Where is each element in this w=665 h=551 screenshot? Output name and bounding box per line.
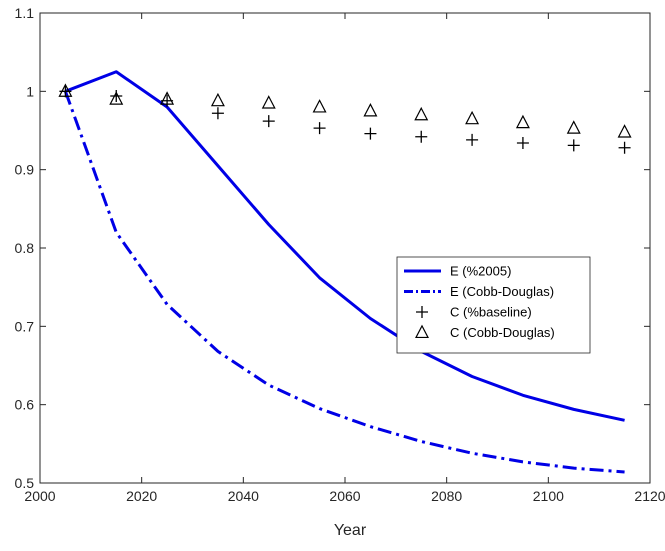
triangle-marker xyxy=(210,92,225,107)
y-tick-label: 0.9 xyxy=(15,162,35,178)
triangle-marker xyxy=(312,99,327,113)
legend-item-2: E (Cobb-Douglas) xyxy=(404,284,554,299)
series-line xyxy=(64,70,625,422)
plus-marker xyxy=(364,127,377,140)
series-4 xyxy=(58,83,632,138)
series-1 xyxy=(64,70,625,422)
plus-marker xyxy=(416,306,428,318)
triangle-marker xyxy=(58,83,73,97)
x-tick-label: 2100 xyxy=(533,488,564,504)
x-tick-label: 2040 xyxy=(228,488,259,504)
plus-marker xyxy=(618,141,631,154)
legend-label: C (%baseline) xyxy=(450,305,532,320)
series-line xyxy=(64,90,625,474)
legend-item-3: C (%baseline) xyxy=(416,305,532,320)
triangle-marker xyxy=(363,103,378,117)
plus-marker xyxy=(567,139,580,152)
legend-item-4: C (Cobb-Douglas) xyxy=(415,324,555,340)
legend-label: E (%2005) xyxy=(450,264,511,279)
y-tick-label: 0.6 xyxy=(15,397,35,413)
legend-item-1: E (%2005) xyxy=(404,264,511,279)
triangle-marker xyxy=(515,114,530,129)
x-tick-label: 2000 xyxy=(24,488,55,504)
series-2 xyxy=(64,90,625,474)
y-tick-label: 1 xyxy=(26,83,34,99)
plus-marker xyxy=(211,107,224,120)
triangle-marker xyxy=(109,91,124,105)
legend-box xyxy=(396,256,591,354)
x-tick-label: 2020 xyxy=(126,488,157,504)
x-axis-label: Year xyxy=(334,522,367,539)
triangle-marker xyxy=(415,324,429,339)
legend-label: E (Cobb-Douglas) xyxy=(450,284,554,299)
plus-marker xyxy=(262,115,275,128)
x-tick-label: 2120 xyxy=(634,488,665,504)
y-tick-label: 0.7 xyxy=(15,318,35,334)
triangle-marker xyxy=(465,110,480,125)
plus-marker xyxy=(415,130,428,143)
y-tick-label: 0.5 xyxy=(15,475,35,491)
triangle-marker xyxy=(566,120,581,134)
triangle-marker xyxy=(261,95,276,109)
plus-marker xyxy=(313,122,326,135)
plus-marker xyxy=(466,133,479,146)
triangle-marker xyxy=(617,124,632,138)
x-tick-label: 2060 xyxy=(329,488,360,504)
plus-marker xyxy=(516,137,529,150)
plot-area xyxy=(40,13,650,483)
y-tick-label: 1.1 xyxy=(15,5,35,21)
triangle-marker xyxy=(160,91,175,105)
triangle-marker xyxy=(414,106,429,121)
y-tick-label: 0.8 xyxy=(15,240,35,256)
legend-label: C (Cobb-Douglas) xyxy=(450,325,555,340)
x-tick-label: 2080 xyxy=(431,488,462,504)
